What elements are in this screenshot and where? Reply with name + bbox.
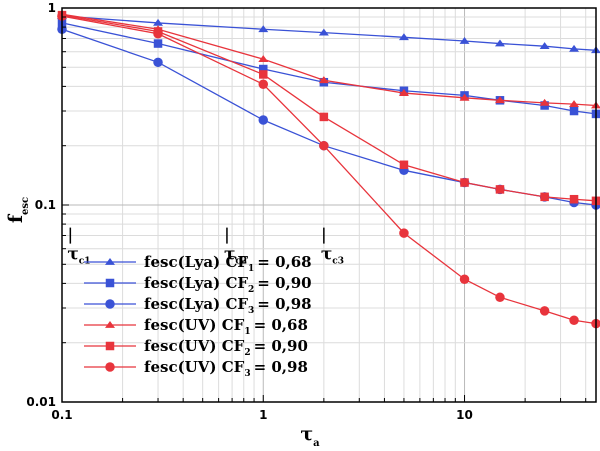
legend-label: fesc(UV) CF1 = 0,68 xyxy=(144,316,308,337)
series-line xyxy=(61,13,597,107)
data-point xyxy=(399,160,409,170)
tau-label: τc2 xyxy=(224,245,247,267)
data-point xyxy=(539,98,550,106)
y-axis-title-sub: esc xyxy=(20,197,31,215)
legend-entry-1: fesc(Lya) CF1 = 0,68 xyxy=(84,253,312,274)
axis-titles: τa fesc xyxy=(5,197,320,449)
x-tick-label: 1 xyxy=(259,408,267,422)
legend-label: fesc(Lya) CF2 = 0,90 xyxy=(144,274,312,295)
legend-entry-3: fesc(Lya) CF3 = 0,98 xyxy=(84,295,312,316)
tau-label-sub: c3 xyxy=(332,257,344,267)
y-tick-label: 0.1 xyxy=(35,198,56,212)
x-tick-label: 0.1 xyxy=(51,408,72,422)
data-point xyxy=(319,140,329,151)
data-point xyxy=(459,274,470,284)
data-point xyxy=(258,25,269,33)
legend-entry-5: fesc(UV) CF2 = 0,90 xyxy=(84,337,308,358)
series-group xyxy=(57,10,600,329)
ticks: 0.1 1 100.010.11 xyxy=(26,1,587,422)
data-point xyxy=(460,178,469,187)
data-point xyxy=(153,29,163,39)
data-point xyxy=(569,100,580,108)
grid xyxy=(61,7,596,403)
legend-entry-6: fesc(UV) CF3 = 0,98 xyxy=(84,358,308,379)
series-6 xyxy=(57,11,600,329)
data-point xyxy=(459,93,470,101)
data-point xyxy=(259,70,268,79)
data-point xyxy=(569,106,579,116)
legend-marker xyxy=(105,299,115,309)
data-point xyxy=(258,55,269,63)
tau-label: τc3 xyxy=(321,245,344,267)
data-point xyxy=(494,39,505,47)
tau-label-main: τ xyxy=(67,245,78,265)
tau-label: τc1 xyxy=(67,245,90,267)
series-1 xyxy=(57,12,600,54)
legend-entry-2: fesc(Lya) CF2 = 0,90 xyxy=(84,274,312,295)
data-point xyxy=(319,112,329,122)
tau-label-sub: c2 xyxy=(235,257,247,267)
data-point xyxy=(153,39,163,48)
legend-label: fesc(UV) CF3 = 0,98 xyxy=(144,358,308,379)
data-point xyxy=(495,292,505,303)
legend-marker xyxy=(105,362,115,372)
data-point xyxy=(495,185,505,194)
legend-label: fesc(Lya) CF3 = 0,98 xyxy=(144,295,312,316)
legend-marker xyxy=(105,341,115,351)
y-axis-title: fesc xyxy=(5,197,31,223)
y-tick-label: 1 xyxy=(48,1,56,15)
series-line xyxy=(61,22,597,115)
data-point xyxy=(459,36,470,44)
data-point xyxy=(398,33,409,41)
x-axis-title-main: τ xyxy=(300,423,313,445)
legend-entry-4: fesc(UV) CF1 = 0,68 xyxy=(84,316,308,337)
data-point xyxy=(153,57,163,68)
x-axis-title: τa xyxy=(300,423,320,449)
data-point xyxy=(318,76,329,84)
series-line xyxy=(61,15,597,325)
legend-marker xyxy=(105,257,115,265)
data-point xyxy=(259,64,268,74)
y-axis-title-main: f xyxy=(5,213,27,223)
series-line xyxy=(61,15,597,51)
legend-marker xyxy=(105,320,115,328)
data-point xyxy=(569,194,579,204)
tau-label-main: τ xyxy=(224,245,235,265)
series-2 xyxy=(57,18,600,119)
y-tick-label: 0.01 xyxy=(26,395,56,409)
series-3 xyxy=(57,24,600,210)
x-tick-label: 10 xyxy=(456,408,473,422)
data-point xyxy=(569,315,579,326)
series-line xyxy=(61,28,597,206)
data-point xyxy=(258,115,269,125)
legend-marker xyxy=(105,278,115,288)
data-point xyxy=(318,28,329,36)
data-point xyxy=(153,18,164,26)
data-point xyxy=(539,42,550,50)
data-point xyxy=(494,96,505,104)
tau-label-main: τ xyxy=(321,245,332,265)
series-line xyxy=(61,14,597,202)
data-point xyxy=(399,228,409,238)
data-point xyxy=(540,192,549,202)
series-4 xyxy=(57,10,600,109)
data-point xyxy=(539,306,550,316)
data-point xyxy=(398,89,409,96)
legend-label: fesc(UV) CF2 = 0,90 xyxy=(144,337,308,358)
data-point xyxy=(258,79,269,90)
data-point xyxy=(569,44,580,52)
legend-label: fesc(Lya) CF1 = 0,68 xyxy=(144,253,312,274)
x-axis-title-sub: a xyxy=(313,438,320,449)
